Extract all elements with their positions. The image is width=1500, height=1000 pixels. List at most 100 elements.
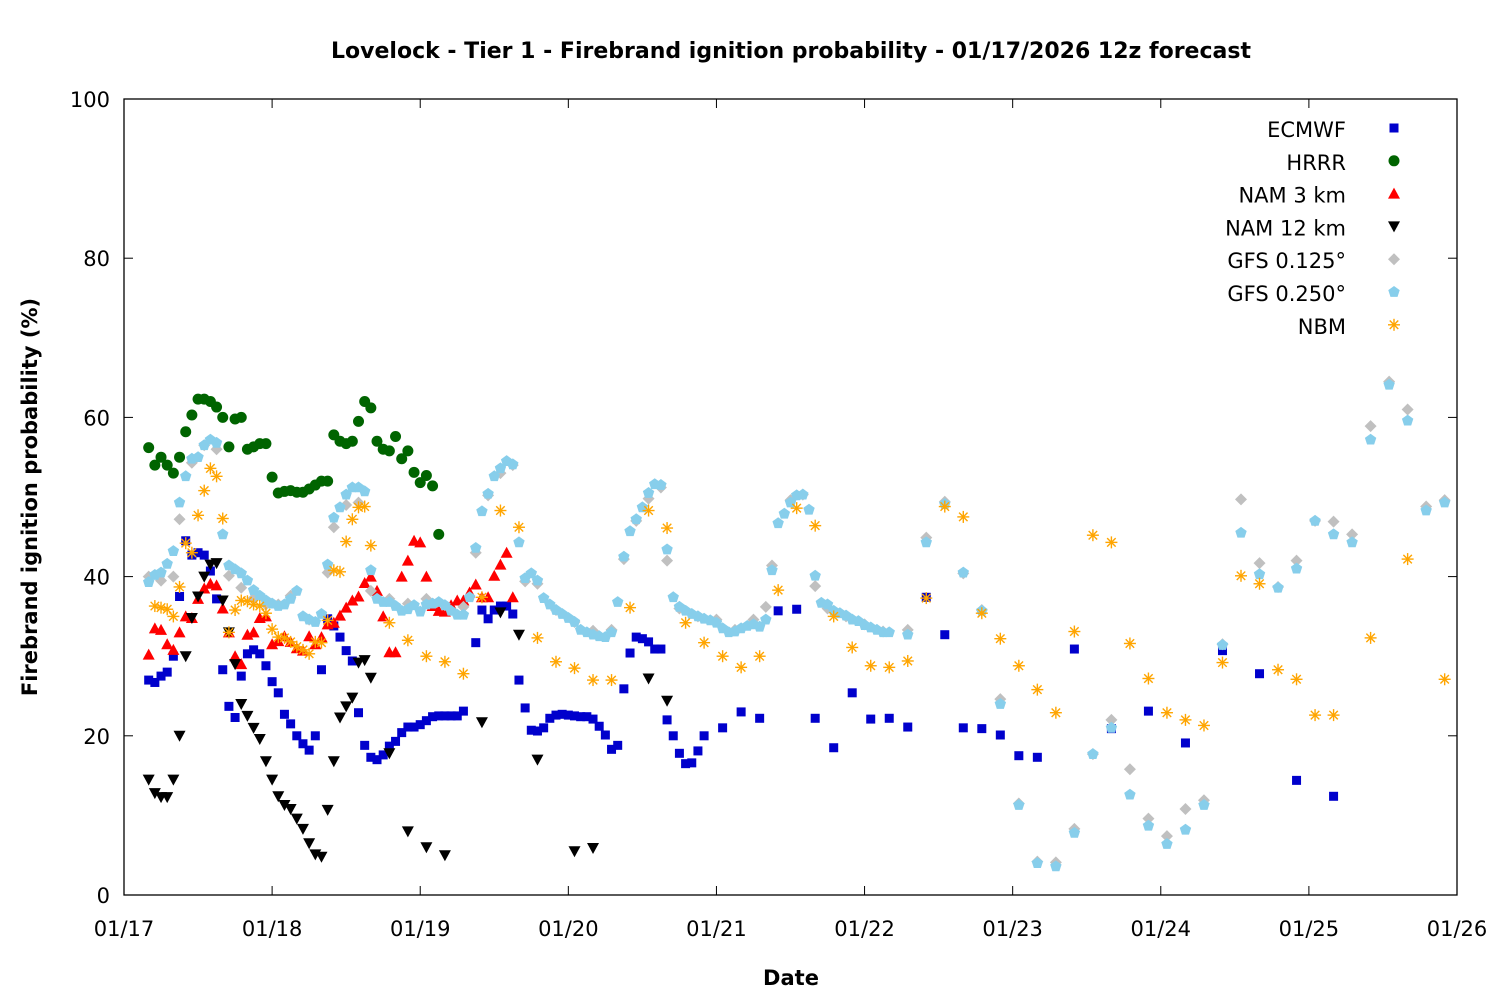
data-point-ecmwf xyxy=(607,744,617,754)
data-point-nbm xyxy=(864,659,877,672)
data-point-hrrr xyxy=(371,435,383,447)
data-point-gfs-0-250 xyxy=(1142,819,1155,831)
data-point-hrrr xyxy=(180,426,192,438)
data-point-nam-3-km xyxy=(494,558,507,570)
data-point-nbm xyxy=(364,539,377,552)
data-point-nam-3-km xyxy=(352,590,365,602)
data-point-nam-12-km xyxy=(346,692,359,704)
data-point-gfs-0-250 xyxy=(463,591,476,603)
data-point-nbm xyxy=(259,607,272,620)
x-tick-label: 01/22 xyxy=(834,917,895,941)
data-point-gfs-0-125 xyxy=(1105,713,1118,726)
data-point-nbm xyxy=(1049,706,1062,719)
x-tick-label: 01/26 xyxy=(1427,917,1488,941)
data-point-hrrr xyxy=(186,409,198,421)
data-point-ecmwf xyxy=(687,758,697,768)
data-point-ecmwf xyxy=(1014,751,1024,761)
data-point-ecmwf xyxy=(903,722,913,732)
data-point-gfs-0-250 xyxy=(507,458,519,470)
x-tick-label: 01/19 xyxy=(390,917,451,941)
data-point-gfs-0-250 xyxy=(217,528,229,540)
data-point-hrrr xyxy=(167,467,179,479)
data-point-ecmwf xyxy=(458,706,468,716)
data-point-nam-12-km xyxy=(229,659,242,671)
data-point-nbm xyxy=(296,643,309,656)
data-point-ecmwf xyxy=(175,592,185,601)
data-point-nam-12-km xyxy=(364,672,377,684)
data-point-ecmwf xyxy=(755,713,765,723)
data-point-nbm xyxy=(883,661,896,674)
data-point-nbm xyxy=(735,661,748,674)
data-point-ecmwf xyxy=(656,644,666,654)
data-point-ecmwf xyxy=(563,710,573,720)
data-point-ecmwf xyxy=(428,712,438,722)
data-point-nbm xyxy=(1364,631,1377,644)
data-point-nbm xyxy=(309,635,322,648)
data-point-nbm xyxy=(568,662,581,675)
y-tick-label: 40 xyxy=(83,566,110,590)
data-point-nam-3-km xyxy=(340,601,353,613)
data-point-ecmwf xyxy=(662,715,672,725)
data-point-nam-12-km xyxy=(259,756,272,768)
data-point-nbm xyxy=(198,484,211,497)
data-point-ecmwf xyxy=(483,614,493,624)
data-point-nam-3-km xyxy=(506,591,519,603)
data-point-gfs-0-250 xyxy=(778,507,791,519)
data-point-ecmwf xyxy=(267,677,277,687)
data-point-nam-12-km xyxy=(327,756,340,768)
data-point-gfs-0-125 xyxy=(661,554,674,567)
data-point-nam-12-km xyxy=(216,595,229,607)
data-point-ecmwf xyxy=(286,719,296,729)
data-point-nam-3-km xyxy=(395,570,408,582)
data-point-gfs-0-250 xyxy=(821,598,834,610)
data-point-nbm xyxy=(173,580,186,593)
data-point-nbm xyxy=(1197,719,1210,732)
data-point-nam-12-km xyxy=(278,800,291,812)
data-point-gfs-0-250 xyxy=(605,626,618,638)
data-point-gfs-0-250 xyxy=(624,525,636,537)
data-point-ecmwf xyxy=(218,665,228,675)
x-axis-label: Date xyxy=(763,966,819,990)
data-point-gfs-0-250 xyxy=(568,615,581,627)
data-point-ecmwf xyxy=(1180,738,1190,748)
data-point-gfs-0-250 xyxy=(525,567,538,579)
data-point-nam-3-km xyxy=(235,658,248,670)
data-point-ecmwf xyxy=(576,712,586,722)
data-point-ecmwf xyxy=(718,723,728,733)
data-point-gfs-0-250 xyxy=(1309,514,1321,526)
data-point-gfs-0-250 xyxy=(1031,857,1044,869)
data-points xyxy=(142,375,1451,872)
data-point-gfs-0-125 xyxy=(173,513,186,526)
data-point-nbm xyxy=(1068,625,1081,638)
data-point-hrrr xyxy=(420,470,432,482)
data-point-ecmwf xyxy=(372,755,382,765)
data-point-nam-3-km xyxy=(266,638,279,650)
x-tick-label: 01/21 xyxy=(686,917,747,941)
data-point-nam-3-km xyxy=(358,576,371,588)
data-point-nam-3-km xyxy=(346,594,359,606)
series-hrrr xyxy=(143,393,445,540)
x-tick-label: 01/24 xyxy=(1131,917,1192,941)
data-point-nbm xyxy=(716,650,729,663)
data-point-nam-3-km xyxy=(488,569,501,581)
data-point-nbm xyxy=(1123,637,1136,650)
y-tick-label: 20 xyxy=(83,725,110,749)
data-point-ecmwf xyxy=(495,601,505,611)
data-point-ecmwf xyxy=(403,722,413,732)
data-point-nam-12-km xyxy=(420,842,433,854)
data-point-nam-3-km xyxy=(142,648,155,660)
data-point-ecmwf xyxy=(502,601,512,611)
data-point-nbm xyxy=(920,592,933,605)
data-point-nbm xyxy=(216,512,229,525)
data-point-gfs-0-125 xyxy=(759,600,772,613)
data-point-nbm xyxy=(253,600,266,613)
data-point-ecmwf xyxy=(940,630,950,640)
data-point-gfs-0-250 xyxy=(636,501,649,513)
data-point-gfs-0-125 xyxy=(327,521,340,534)
data-point-ecmwf xyxy=(644,637,654,647)
data-point-nbm xyxy=(438,655,451,668)
data-point-gfs-0-250 xyxy=(291,584,303,596)
data-point-nam-12-km xyxy=(253,733,266,745)
data-point-nbm xyxy=(809,519,822,532)
data-point-nam-12-km xyxy=(142,774,155,786)
